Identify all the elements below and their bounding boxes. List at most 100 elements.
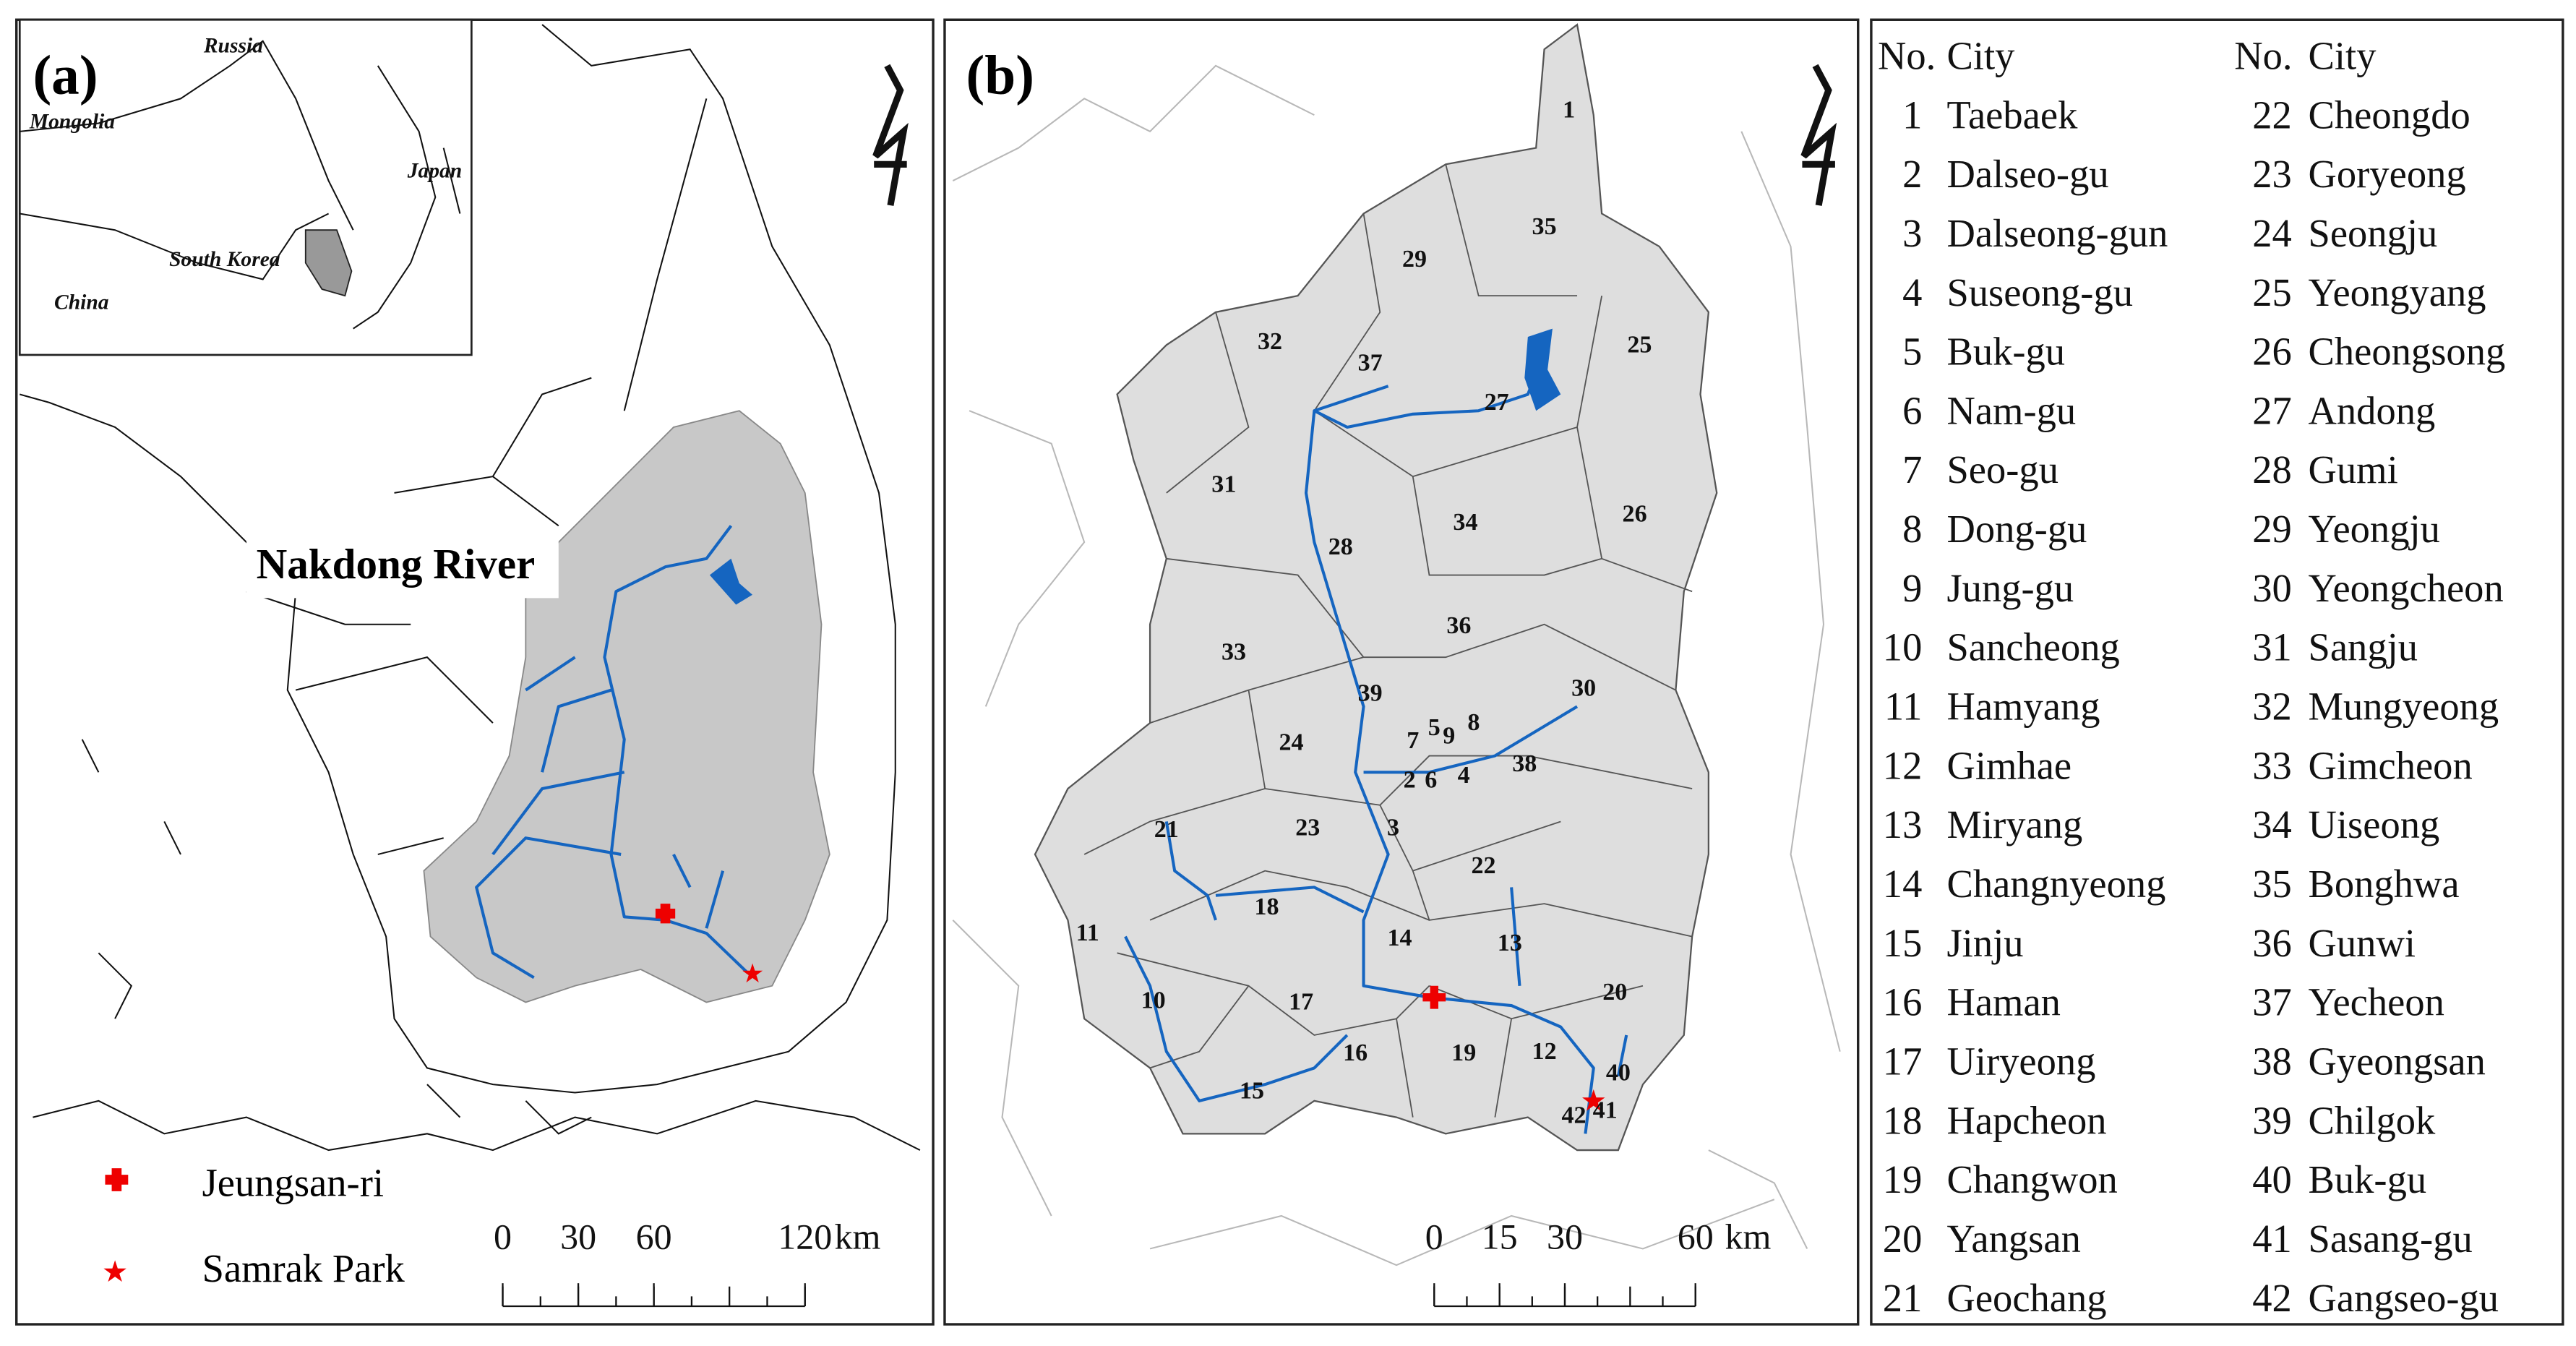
scale-label: 30 bbox=[560, 1216, 596, 1256]
city-number: 34 bbox=[2252, 802, 2292, 846]
column-header: City bbox=[1946, 33, 2015, 77]
region-label: 5 bbox=[1428, 714, 1441, 741]
city-name: Taebaek bbox=[1946, 93, 2078, 137]
city-name: Hamyang bbox=[1946, 685, 2100, 729]
lake bbox=[709, 558, 753, 605]
city-number: 39 bbox=[2252, 1098, 2292, 1142]
river bbox=[1124, 352, 1628, 1134]
city-name: Changwon bbox=[1946, 1157, 2117, 1201]
region-label: 2 bbox=[1404, 767, 1416, 794]
city-name: Chilgok bbox=[2309, 1098, 2437, 1142]
city-number: 27 bbox=[2252, 388, 2292, 432]
column-header: No. bbox=[1878, 33, 1936, 77]
river bbox=[475, 525, 749, 980]
inset-label: South Korea bbox=[169, 248, 280, 271]
city-name: Miryang bbox=[1946, 802, 2082, 846]
samrak-marker: ★ bbox=[741, 959, 765, 988]
north-arrow bbox=[872, 64, 909, 206]
city-name: Nam-gu bbox=[1946, 388, 2076, 432]
city-name: Mungyeong bbox=[2309, 685, 2499, 729]
region-label: 22 bbox=[1471, 852, 1495, 879]
city-number: 7 bbox=[1902, 447, 1922, 492]
city-number: 11 bbox=[1884, 685, 1923, 729]
region-label: 6 bbox=[1425, 767, 1437, 794]
outside-boundary bbox=[952, 64, 1841, 1266]
region-label: 7 bbox=[1407, 727, 1419, 754]
city-number: 8 bbox=[1902, 507, 1922, 551]
inset-label: Mongolia bbox=[29, 110, 115, 133]
region-label: 18 bbox=[1254, 893, 1279, 920]
legend-label: Samrak Park bbox=[202, 1246, 405, 1290]
region-label: 35 bbox=[1532, 213, 1557, 240]
city-number: 31 bbox=[2252, 625, 2292, 669]
region-label: 33 bbox=[1222, 638, 1246, 665]
region-label: 38 bbox=[1512, 750, 1537, 777]
region-label: 15 bbox=[1240, 1077, 1264, 1104]
region-label: 39 bbox=[1358, 680, 1383, 706]
city-number: 40 bbox=[2252, 1157, 2292, 1201]
city-name: Gimhae bbox=[1946, 743, 2071, 787]
region-label: 21 bbox=[1154, 816, 1179, 843]
city-name: Yeongyang bbox=[2309, 270, 2486, 314]
city-number: 6 bbox=[1902, 388, 1922, 432]
city-number: 4 bbox=[1902, 270, 1922, 314]
column-header: No. bbox=[2234, 33, 2292, 77]
inset-label: China bbox=[54, 291, 109, 314]
region-label: 20 bbox=[1602, 979, 1627, 1006]
jeungsan-ri-marker bbox=[1422, 985, 1446, 1009]
city-number: 42 bbox=[2252, 1276, 2292, 1320]
province-boundary bbox=[246, 98, 708, 855]
region-label: 4 bbox=[1458, 762, 1470, 789]
city-name: Suseong-gu bbox=[1946, 270, 2133, 314]
inset-frame bbox=[18, 18, 473, 356]
city-number: 20 bbox=[1883, 1217, 1923, 1261]
panel-label: (b) bbox=[966, 44, 1034, 106]
city-name: Cheongsong bbox=[2309, 330, 2506, 374]
city-number: 10 bbox=[1883, 625, 1923, 669]
region-label: 17 bbox=[1289, 989, 1313, 1016]
city-number: 19 bbox=[1883, 1157, 1923, 1201]
city-name: Yangsan bbox=[1946, 1217, 2080, 1261]
region-label: 14 bbox=[1388, 925, 1412, 951]
city-name: Gumi bbox=[2309, 447, 2398, 492]
city-name: Gangseo-gu bbox=[2309, 1276, 2499, 1320]
city-number: 24 bbox=[2252, 211, 2292, 255]
city-name: Buk-gu bbox=[2309, 1157, 2427, 1201]
scale-unit: km bbox=[835, 1216, 881, 1256]
region-label: 37 bbox=[1358, 349, 1383, 376]
city-number: 23 bbox=[2252, 152, 2292, 196]
city-number: 14 bbox=[1883, 862, 1923, 906]
city-number: 16 bbox=[1883, 980, 1923, 1024]
city-number: 38 bbox=[2252, 1039, 2292, 1084]
city-name: Jung-gu bbox=[1946, 566, 2074, 610]
panel-frame bbox=[15, 18, 935, 1326]
region-label: 11 bbox=[1076, 920, 1099, 946]
city-number: 12 bbox=[1883, 743, 1923, 787]
region-label: 13 bbox=[1498, 930, 1522, 956]
panel-a: ★ Russia Mongolia Japan South Korea Chin… bbox=[15, 18, 935, 1326]
panel-label: (a) bbox=[33, 44, 98, 106]
jeungsan-ri-marker bbox=[655, 904, 676, 924]
city-number: 22 bbox=[2252, 93, 2292, 137]
city-name: Dalseong-gun bbox=[1946, 211, 2168, 255]
scale-label: 0 bbox=[1425, 1216, 1443, 1256]
city-number: 9 bbox=[1902, 566, 1922, 610]
region-label: 29 bbox=[1402, 246, 1427, 273]
region-label: 41 bbox=[1593, 1097, 1618, 1124]
region-label: 31 bbox=[1211, 471, 1236, 498]
city-name: Cheongdo bbox=[2309, 93, 2470, 137]
region-label: 32 bbox=[1258, 328, 1282, 355]
city-name: Uiseong bbox=[2309, 802, 2440, 846]
samrak-marker: ★ bbox=[1580, 1085, 1607, 1118]
region-label: 36 bbox=[1446, 612, 1471, 639]
city-name: Changnyeong bbox=[1946, 862, 2165, 906]
city-name: Goryeong bbox=[2309, 152, 2466, 196]
city-name: Haman bbox=[1946, 980, 2061, 1024]
city-number: 18 bbox=[1883, 1098, 1923, 1142]
river-label: Nakdong River bbox=[257, 540, 536, 588]
city-number: 21 bbox=[1883, 1276, 1923, 1320]
region-label: 40 bbox=[1606, 1059, 1631, 1086]
nakdong-basin bbox=[423, 410, 830, 1003]
city-name: Yeongju bbox=[2309, 507, 2440, 551]
